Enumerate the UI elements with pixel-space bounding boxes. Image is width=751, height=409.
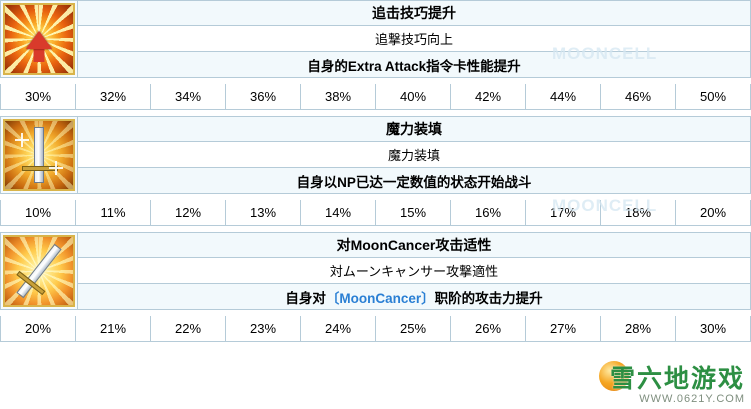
skill-level-value: 34% — [151, 84, 226, 109]
skill-level-value: 36% — [226, 84, 301, 109]
skill-level-value: 30% — [699, 321, 727, 336]
skill-icon-attack-up-burst — [3, 3, 75, 75]
skill-level-value: 10% — [1, 200, 76, 225]
skill-level-value: 11% — [76, 200, 151, 225]
skill-level-value: 26% — [451, 316, 526, 341]
skill-level-value: 24% — [301, 316, 376, 341]
watermark-site-logo: 雪六地游戏 WWW.0621Y.COM — [610, 359, 745, 405]
skill-title: 追击技巧提升 — [78, 0, 751, 26]
skill-level-value: 25% — [376, 316, 451, 341]
skill-level-value: 18% — [601, 200, 676, 225]
skill-title: 对MoonCancer攻击适性 — [78, 232, 751, 258]
skill-block: 追击技巧提升 追撃技巧向上 自身的Extra Attack指令卡性能提升 — [0, 0, 751, 78]
skill-level-row: 10% 11% 12% 13% 14% 15% 16% 17% 18% 20% — [0, 200, 751, 226]
skill-subtitle: 追撃技巧向上 — [78, 26, 751, 52]
skill-level-row: 20% 21% 22% 23% 24% 25% 26% 27% 28% 30% — [0, 316, 751, 342]
skill-level-value: 20% — [699, 205, 727, 220]
skill-level-value: 28% — [601, 316, 676, 341]
skill-block: 魔力装填 魔力装填 自身以NP已达一定数值的状态开始战斗 — [0, 116, 751, 194]
skill-level-value: 46% — [601, 84, 676, 109]
skill-description: 自身以NP已达一定数值的状态开始战斗 — [78, 168, 751, 194]
skill-icon-cell — [0, 232, 78, 310]
skill-icon-anti-mooncancer-sword — [3, 235, 75, 307]
skill-level-row: 30% 32% 34% 36% 38% 40% 42% 44% 46% 50% — [0, 84, 751, 110]
skill-description-suffix: 职阶的攻击力提升 — [434, 290, 543, 306]
skill-description: 自身对 〔MoonCancer〕 职阶的攻击力提升 — [78, 284, 751, 310]
skill-level-value: 21% — [76, 316, 151, 341]
skill-description-class-highlight: 〔MoonCancer〕 — [325, 290, 435, 306]
skill-icon-mana-charge-sword — [3, 119, 75, 191]
skill-icon-cell — [0, 116, 78, 194]
skill-level-value: 16% — [451, 200, 526, 225]
skill-subtitle: 魔力装填 — [78, 142, 751, 168]
skill-level-value: 15% — [376, 200, 451, 225]
skill-level-value: 12% — [151, 200, 226, 225]
skill-level-value: 40% — [376, 84, 451, 109]
skill-level-value: 20% — [1, 316, 76, 341]
skill-level-value: 30% — [1, 84, 76, 109]
skill-level-value: 44% — [526, 84, 601, 109]
watermark-logo-ball — [599, 361, 629, 391]
skill-level-value: 32% — [76, 84, 151, 109]
skill-title: 魔力装填 — [78, 116, 751, 142]
skill-description-prefix: 自身对 — [285, 290, 326, 306]
skill-level-value: 42% — [451, 84, 526, 109]
skill-level-value: 17% — [526, 200, 601, 225]
skill-subtitle: 対ムーンキャンサー攻撃適性 — [78, 258, 751, 284]
skill-level-value: 13% — [226, 200, 301, 225]
skill-block: 对MoonCancer攻击适性 対ムーンキャンサー攻撃適性 自身对 〔MoonCa… — [0, 232, 751, 310]
skill-description: 自身的Extra Attack指令卡性能提升 — [78, 52, 751, 78]
watermark-site-name: 雪六地游戏 — [609, 365, 745, 393]
skill-level-value: 27% — [526, 316, 601, 341]
skill-level-value: 14% — [301, 200, 376, 225]
skill-level-value: 50% — [699, 89, 727, 104]
skill-table: 追击技巧提升 追撃技巧向上 自身的Extra Attack指令卡性能提升 30%… — [0, 0, 751, 342]
skill-level-value: 38% — [301, 84, 376, 109]
watermark-site-url: WWW.0621Y.COM — [639, 393, 745, 405]
skill-icon-cell — [0, 0, 78, 78]
skill-level-value: 23% — [226, 316, 301, 341]
skill-level-value: 22% — [151, 316, 226, 341]
